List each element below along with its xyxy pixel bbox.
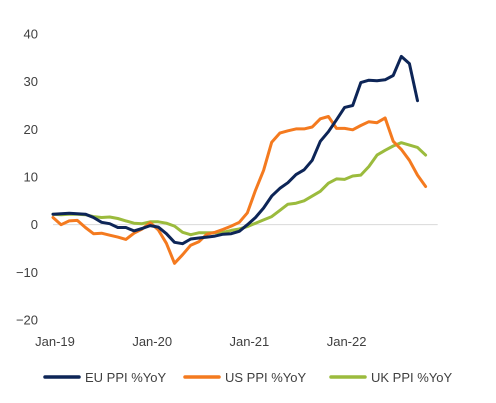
legend-label: UK PPI %YoY <box>371 370 453 385</box>
series-lines <box>51 54 428 265</box>
series-line-eu <box>51 54 419 246</box>
series-line-us <box>51 115 428 265</box>
y-tick-label: −10 <box>16 265 38 280</box>
x-tick-label: Jan-19 <box>35 334 75 349</box>
x-tick-label: Jan-21 <box>230 334 270 349</box>
x-axis: Jan-19 Jan-20 Jan-21 Jan-22 <box>35 334 366 349</box>
y-tick-label: 40 <box>24 27 38 42</box>
x-tick-label: Jan-20 <box>132 334 172 349</box>
series-line-uk <box>51 141 428 237</box>
y-tick-label: 30 <box>24 74 38 89</box>
legend-label: US PPI %YoY <box>225 370 307 385</box>
legend: EU PPI %YoY US PPI %YoY UK PPI %YoY <box>43 370 453 385</box>
y-tick-label: −20 <box>16 313 38 328</box>
legend-label: EU PPI %YoY <box>85 370 167 385</box>
y-axis: −20 −10 0 10 20 30 40 <box>16 27 38 328</box>
x-tick-label: Jan-22 <box>327 334 367 349</box>
y-tick-label: 20 <box>24 122 38 137</box>
y-tick-label: 0 <box>31 217 38 232</box>
y-tick-label: 10 <box>24 170 38 185</box>
